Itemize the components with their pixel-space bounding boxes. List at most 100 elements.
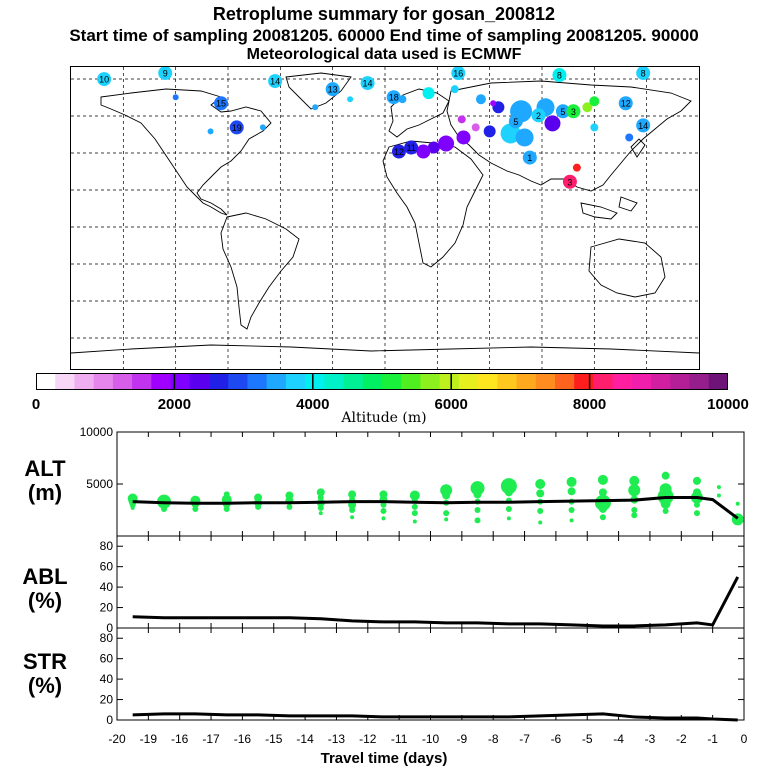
colorbar-tick-label: 2000 (157, 396, 192, 413)
colorbar-swatch (631, 373, 652, 390)
plume-day-label: 19 (232, 123, 242, 133)
x-tick-label: -10 (422, 732, 440, 746)
plume-label-marker (636, 118, 651, 133)
colorbar-swatch (497, 373, 518, 390)
x-tick-label: -6 (551, 732, 562, 746)
alt-scatter-point (538, 520, 543, 525)
alt-scatter-point (631, 507, 638, 513)
alt-scatter-point (505, 497, 512, 504)
plume-label-marker (636, 67, 651, 81)
alt-scatter-point (190, 495, 201, 506)
alt-scatter-point (379, 495, 388, 504)
y-tick-label: 60 (100, 652, 114, 666)
colorbar-swatch (189, 373, 210, 390)
alt-scatter-point (316, 498, 325, 507)
alt-scatter-point (411, 497, 418, 504)
page-title: Retroplume summary for gosan_200812 (212, 4, 556, 24)
x-tick-label: -8 (488, 732, 499, 746)
alt-scatter-point (474, 517, 481, 524)
alt-scatter-point (630, 495, 639, 504)
plume-dot (483, 125, 496, 138)
alt-scatter-point (693, 510, 700, 517)
plume-dot (475, 94, 486, 105)
y-tick-label: 40 (100, 672, 114, 686)
plume-day-label: 2 (536, 111, 541, 121)
y-tick-label: 10000 (80, 425, 114, 439)
y-tick-label: 20 (100, 693, 114, 707)
colorbar-swatch (266, 373, 287, 390)
alt-scatter-point (628, 484, 641, 497)
plume-day-label: 5 (560, 107, 565, 117)
alt-scatter-point (285, 496, 294, 505)
alt-scatter-point (629, 475, 640, 486)
alt-scatter-point (731, 513, 744, 526)
plume-day-label: 13 (328, 85, 338, 95)
alt-scatter-point (662, 508, 669, 515)
meteorology-line: Meteorological data used is ECMWF (246, 46, 522, 63)
alt-scatter-point (222, 499, 231, 508)
alt-scatter-point (129, 501, 136, 508)
abl-mean-line (132, 576, 740, 628)
alt-scatter-point (317, 504, 324, 511)
alt-scatter-point (411, 503, 418, 510)
colorbar-swatch (112, 373, 133, 390)
x-tick-label: -5 (582, 732, 593, 746)
plume-day-label: 3 (567, 177, 572, 187)
alt-scatter-point (594, 494, 611, 511)
alt-scatter-point (285, 491, 294, 500)
colorbar-title: Altitude (m) (341, 410, 427, 426)
plume-label-marker (566, 104, 581, 119)
plume-label-marker (555, 104, 570, 119)
coast-japan (630, 138, 646, 158)
plume-day-label: 15 (216, 99, 226, 109)
colorbar-tick-label: 0 (31, 396, 41, 413)
alt-scatter-point (692, 476, 701, 485)
alt-scatter-point (536, 489, 545, 498)
alt-scatter-point (161, 505, 168, 512)
alt-scatter-point (567, 487, 576, 496)
plume-day-label: 1 (527, 153, 532, 163)
colorbar-swatch (285, 373, 306, 390)
plume-dot (172, 94, 179, 101)
alt-scatter-point (443, 499, 450, 506)
alt-scatter-point (316, 488, 325, 497)
plume-dot (515, 128, 534, 147)
plume-day-label: 5 (513, 117, 518, 127)
sampling-time-line: Start time of sampling 20081205. 60000 E… (69, 26, 699, 45)
colorbar-swatch (305, 373, 325, 390)
alt-scatter-point (716, 485, 721, 490)
alt-scatter-point (380, 501, 387, 508)
colorbar-swatch (439, 373, 460, 390)
plume-day-label: 12 (621, 99, 631, 109)
alt-scatter-point (716, 493, 721, 498)
coast-greenland (285, 72, 352, 110)
alt-scatter-point (409, 490, 420, 501)
plume-day-label: 14 (270, 77, 280, 87)
alt-scatter-point (566, 476, 577, 487)
plume-label-marker (552, 68, 567, 83)
alt-scatter-point (317, 494, 324, 501)
alt-scatter-point (348, 500, 357, 509)
plume-dot (422, 87, 435, 100)
alt-scatter-point (537, 498, 544, 505)
colorbar-swatch (247, 373, 268, 390)
alt-scatter-point (598, 504, 607, 513)
colorbar-swatch (401, 373, 421, 390)
abl-frame (116, 535, 745, 629)
alt-scatter-point (444, 517, 449, 522)
alt-panel-label: ALT (m) (10, 457, 80, 505)
alt-scatter-point (349, 507, 356, 513)
alt-scatter-point (660, 498, 671, 509)
plume-dot (582, 102, 593, 113)
alt-scatter-point (500, 478, 517, 495)
x-tick-label: -17 (202, 732, 220, 746)
alt-scatter-point (223, 505, 230, 512)
str-panel: 80 60 40 20 0 (100, 627, 745, 727)
colorbar-tick-label: 6000 (434, 396, 468, 413)
str-frame (116, 627, 745, 721)
alt-scatter-point (659, 483, 672, 496)
alt-scatter-point (192, 505, 199, 512)
plume-label-marker (508, 114, 523, 129)
plume-label-marker (404, 140, 419, 155)
colorbar-swatch (209, 373, 229, 390)
